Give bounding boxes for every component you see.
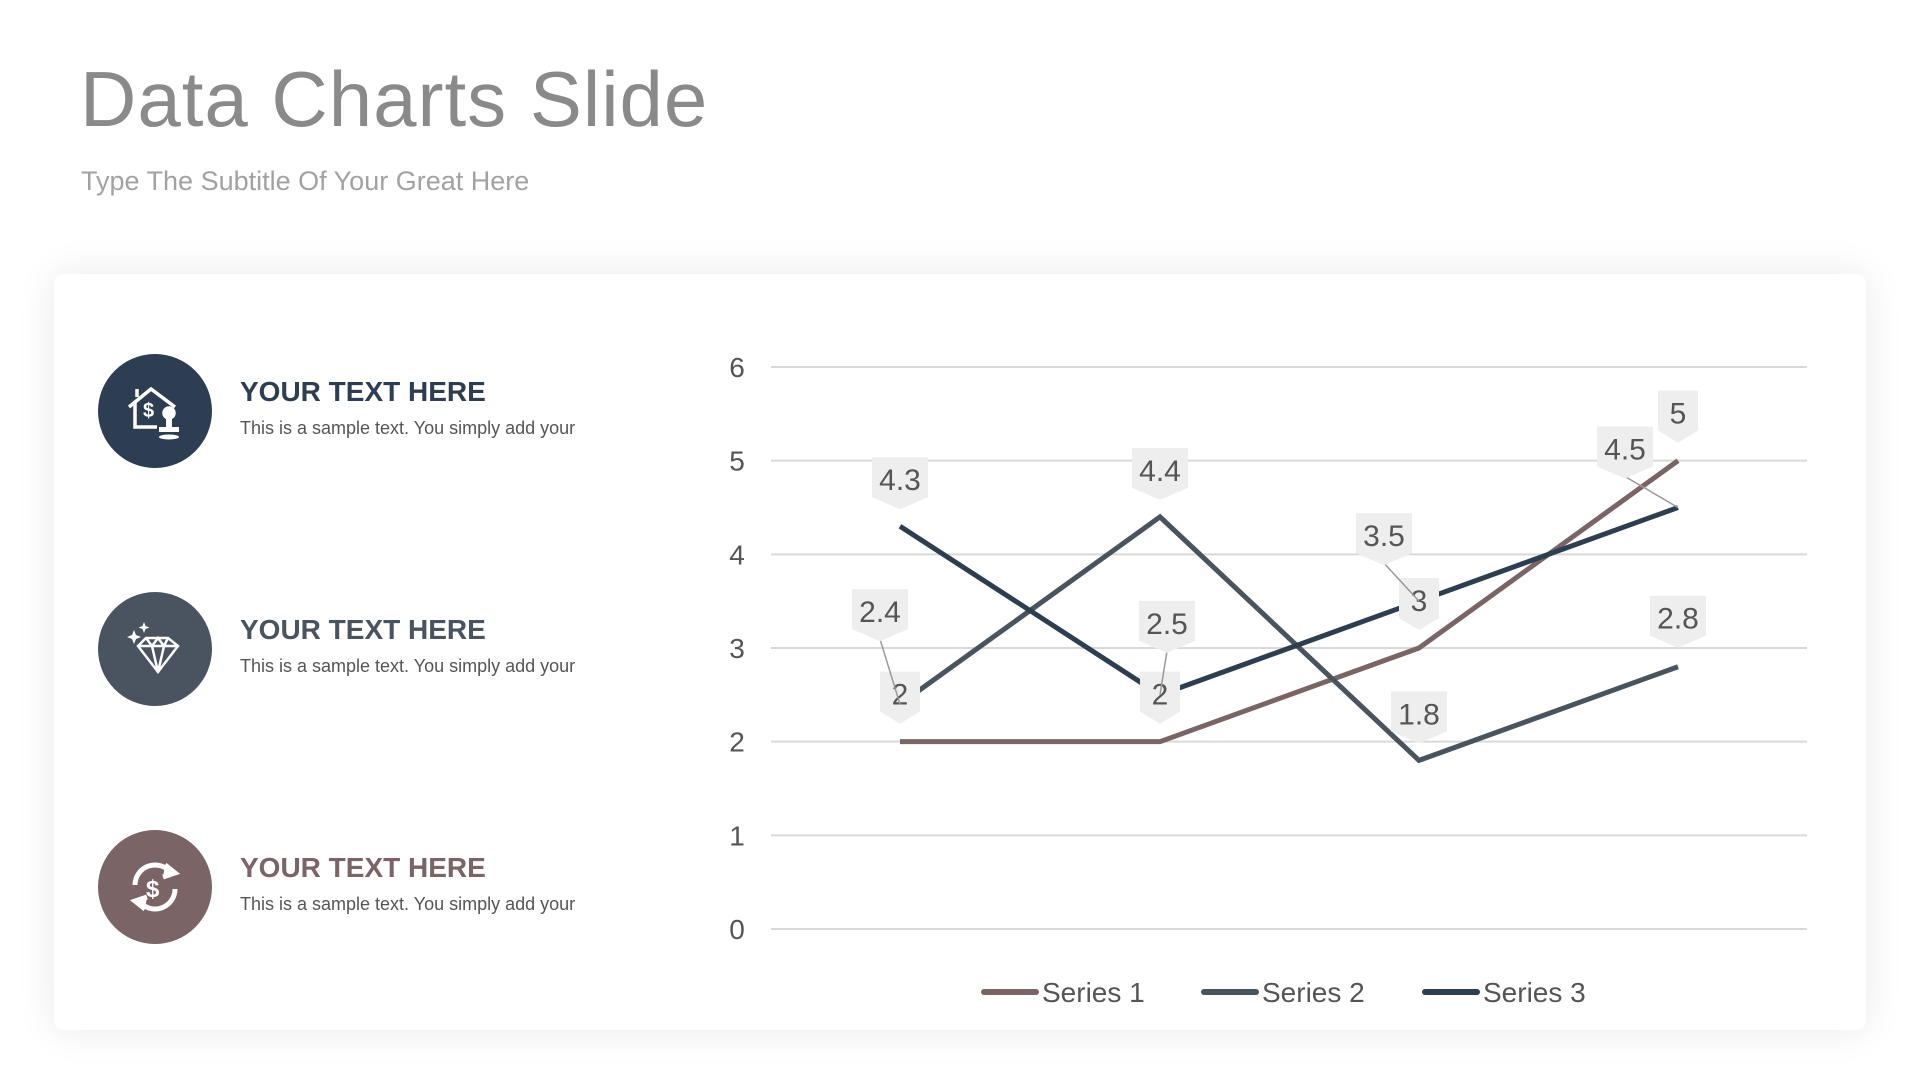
series-line-3: [898, 505, 1679, 698]
y-tick-label: 1: [729, 820, 745, 851]
y-tick-label: 0: [729, 914, 745, 945]
data-label-leader: [1383, 562, 1420, 602]
data-label-box: [1356, 513, 1412, 566]
data-label-box: [1139, 600, 1195, 653]
legend-label: Series 3: [1483, 977, 1586, 1008]
legend-label: Series 1: [1042, 977, 1145, 1008]
y-tick-label: 6: [729, 352, 745, 383]
feature-item-3: $ YOUR TEXT HERE This is a sample text. …: [98, 830, 698, 944]
house-dollar-stamp-icon: $: [98, 354, 212, 468]
diamond-icon: [98, 592, 212, 706]
data-label-leader: [1624, 475, 1679, 509]
y-tick-label: 2: [729, 727, 745, 758]
data-label-box: [880, 671, 920, 724]
legend-label: Series 2: [1262, 977, 1365, 1008]
data-label: 4.5: [1604, 434, 1646, 467]
data-label: 2: [892, 679, 909, 712]
data-label-box: [1650, 595, 1706, 648]
data-label: 2: [1152, 679, 1169, 712]
data-label: 2.8: [1657, 603, 1699, 636]
feature-heading: YOUR TEXT HERE: [240, 376, 486, 407]
feature-body: This is a sample text. You simply add yo…: [240, 656, 576, 676]
page-subtitle: Type The Subtitle Of Your Great Here: [81, 166, 530, 196]
y-tick-label: 3: [729, 633, 745, 664]
dollar-exchange-icon: $: [98, 830, 212, 944]
data-label-box: [852, 589, 908, 642]
content-card: [54, 274, 1866, 1030]
data-label-box: [872, 457, 928, 510]
data-label-box: [1132, 447, 1188, 500]
data-label: 3.5: [1363, 520, 1405, 553]
data-label: 1.8: [1398, 698, 1440, 731]
data-label: 5: [1670, 398, 1687, 431]
page-title: Data Charts Slide: [80, 55, 709, 143]
data-label-box: [1597, 426, 1653, 479]
feature-item-2: YOUR TEXT HERE This is a sample text. Yo…: [98, 592, 698, 706]
feature-heading: YOUR TEXT HERE: [240, 852, 486, 883]
data-label-box: [1658, 390, 1698, 443]
data-label-box: [1391, 691, 1447, 744]
y-tick-label: 5: [729, 446, 745, 477]
feature-item-1: $ YOUR TEXT HERE This is a sample text. …: [98, 354, 698, 468]
y-tick-label: 4: [729, 539, 745, 570]
data-label-leader: [1159, 650, 1168, 695]
data-label: 4.3: [879, 464, 921, 497]
svg-text:$: $: [143, 400, 154, 422]
data-label-leader: [879, 638, 901, 705]
data-label: 2.5: [1146, 608, 1188, 641]
data-label-box: [1140, 671, 1180, 724]
feature-body: This is a sample text. You simply add yo…: [240, 894, 576, 914]
data-label: 4.4: [1139, 455, 1181, 488]
data-label: 3: [1411, 585, 1428, 618]
data-label: 2.4: [859, 596, 901, 629]
feature-body: This is a sample text. You simply add yo…: [240, 418, 576, 438]
svg-text:$: $: [146, 876, 160, 903]
feature-heading: YOUR TEXT HERE: [240, 614, 486, 645]
